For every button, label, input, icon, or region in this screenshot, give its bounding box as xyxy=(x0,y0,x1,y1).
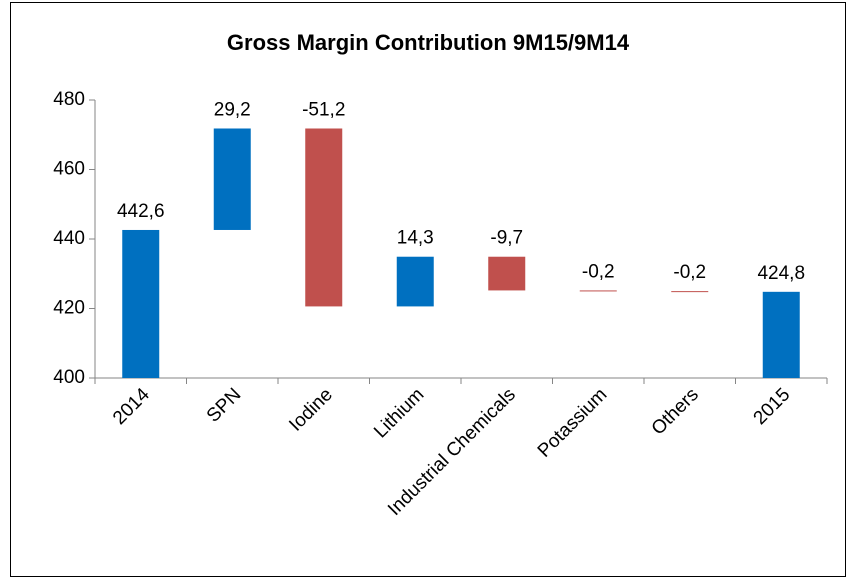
data-label: -9,7 xyxy=(490,228,523,249)
data-label: 442,6 xyxy=(117,201,165,222)
data-label: -0,2 xyxy=(673,262,706,283)
y-tick-label: 400 xyxy=(53,367,85,388)
data-label: 424,8 xyxy=(757,263,805,284)
bar xyxy=(671,291,709,293)
data-label: 14,3 xyxy=(397,228,434,249)
bar xyxy=(305,128,343,307)
bar xyxy=(762,291,800,378)
y-tick-label: 460 xyxy=(53,159,85,180)
bar xyxy=(396,256,434,307)
data-label: -0,2 xyxy=(582,261,615,282)
data-label: -51,2 xyxy=(302,100,345,121)
bar xyxy=(213,128,251,230)
chart-title: Gross Margin Contribution 9M15/9M14 xyxy=(227,30,630,55)
bar xyxy=(488,256,526,291)
bar xyxy=(579,290,617,292)
data-label: 29,2 xyxy=(214,100,251,121)
y-tick-label: 440 xyxy=(53,228,85,249)
bar xyxy=(122,229,160,378)
y-tick-label: 420 xyxy=(53,298,85,319)
y-tick-label: 480 xyxy=(53,89,85,110)
